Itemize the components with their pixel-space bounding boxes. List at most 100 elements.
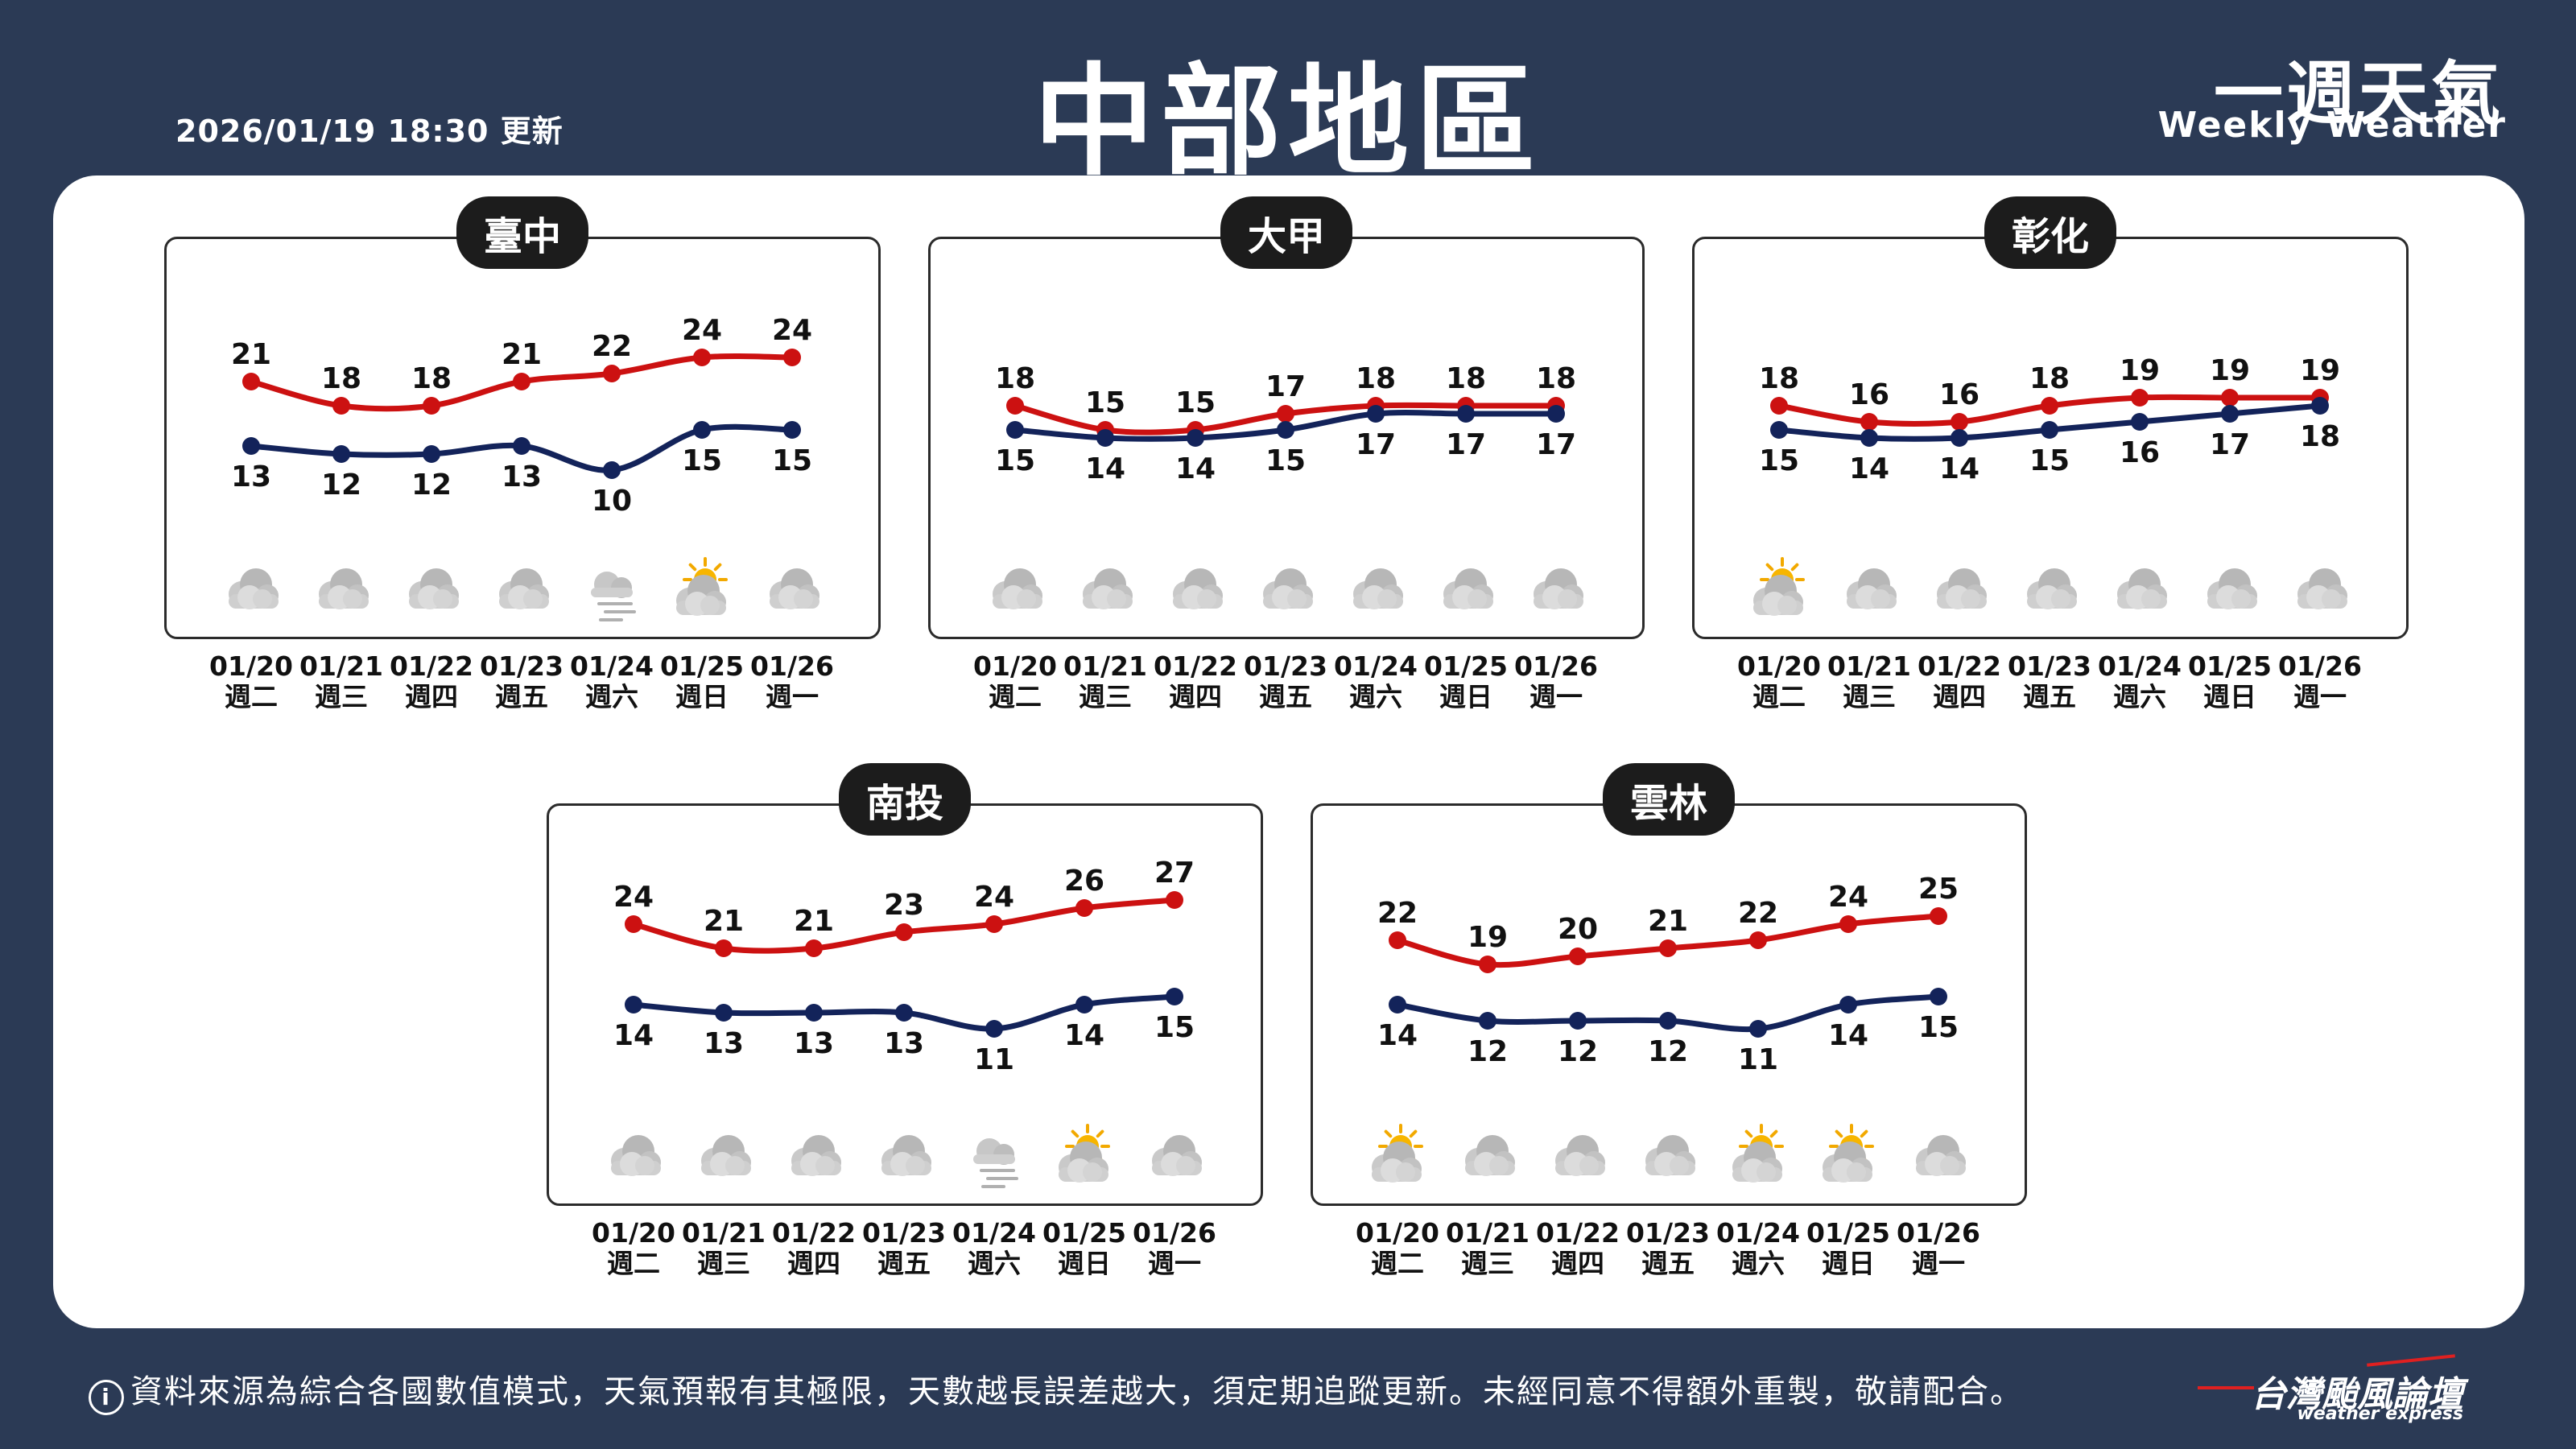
partly-sunny-icon [1059, 1124, 1110, 1183]
high-temp-point [1770, 397, 1788, 415]
cloudy-icon [993, 568, 1042, 609]
high-temp-point [895, 923, 913, 941]
update-time: 2026/01/19 18:30 更新 [175, 114, 564, 149]
day-label: 01/24 週六 [1331, 651, 1421, 712]
high-temp-label: 18 [1356, 362, 1396, 395]
high-temp-point [603, 365, 621, 382]
high-temp-point [985, 915, 1003, 933]
day-label: 01/25 週日 [1421, 651, 1511, 712]
low-temp-point [1839, 996, 1857, 1013]
low-temp-label: 12 [321, 469, 361, 502]
low-temp-label: 17 [1446, 428, 1486, 461]
low-temp-label: 15 [2029, 444, 2070, 477]
day-date: 01/26 [750, 650, 834, 682]
low-temp-label: 11 [974, 1043, 1014, 1076]
partly-sunny-icon [1823, 1124, 1874, 1183]
low-temp-point [895, 1004, 913, 1022]
cloudy-icon [1916, 1135, 1966, 1176]
city-panel-1: 大甲 18 15 15 17 18 18 18 15 14 14 15 17 17 17 01/20 週二 01/… [928, 196, 1645, 728]
day-date: 01/26 [1133, 1217, 1216, 1249]
day-weekday: 週一 [2293, 681, 2347, 712]
day-label: 01/22 週四 [1914, 651, 2004, 712]
low-temp-label: 14 [1849, 452, 1889, 485]
low-temp-point [1569, 1012, 1587, 1030]
day-date: 01/23 [862, 1217, 946, 1249]
high-temp-label: 18 [995, 362, 1035, 395]
cloudy-icon [1443, 568, 1493, 609]
day-weekday: 週四 [1933, 681, 1986, 712]
low-temp-point [1367, 405, 1385, 423]
high-temp-label: 21 [502, 338, 542, 371]
day-weekday: 週日 [2203, 681, 2256, 712]
city-chart-box: 24 21 21 23 24 26 27 14 13 13 13 11 14 15 [547, 803, 1263, 1206]
high-temp-point [513, 373, 530, 390]
day-date: 01/25 [2188, 650, 2272, 682]
high-temp-label: 22 [592, 330, 632, 363]
day-label: 01/24 週六 [2095, 651, 2185, 712]
low-temp-label: 15 [1265, 444, 1306, 477]
cloud-shape [1753, 575, 1803, 616]
day-weekday: 週二 [607, 1248, 660, 1279]
day-label: 01/23 週五 [859, 1218, 949, 1279]
day-label: 01/22 週四 [386, 651, 477, 712]
day-date: 01/25 [1806, 1217, 1890, 1249]
low-temp-point [1006, 421, 1024, 439]
day-label: 01/26 週一 [747, 651, 837, 712]
high-temp-label: 21 [794, 905, 834, 938]
day-date: 01/26 [2278, 650, 2362, 682]
city-name: 雲林 [1602, 763, 1736, 836]
day-date: 01/22 [1154, 650, 1237, 682]
day-label: 01/26 週一 [1511, 651, 1601, 712]
high-temp-point [1569, 947, 1587, 965]
day-weekday: 週五 [1641, 1248, 1695, 1279]
day-date: 01/21 [299, 650, 383, 682]
day-weekday: 週三 [315, 681, 368, 712]
high-temp-label: 27 [1154, 857, 1195, 890]
cloudy-icon [611, 1135, 661, 1176]
temperature-chart: 18 16 16 18 19 19 19 15 14 14 15 16 17 18 [1753, 354, 2347, 616]
day-weekday: 週三 [1079, 681, 1132, 712]
high-temp-point [1749, 931, 1767, 949]
partly-sunny-icon [1732, 1124, 1784, 1183]
day-date: 01/23 [480, 650, 564, 682]
cloudy-icon [1534, 568, 1583, 609]
high-temp-label: 22 [1738, 897, 1778, 930]
cloudy-icon [881, 1135, 931, 1176]
day-weekday: 週一 [766, 681, 819, 712]
city-chart-box: 21 18 18 21 22 24 24 13 12 12 13 10 15 15 [164, 237, 881, 639]
day-weekday: 週日 [1439, 681, 1492, 712]
high-temp-label: 18 [2029, 362, 2070, 395]
temperature-chart: 18 15 15 17 18 18 18 15 14 14 15 17 17 17 [993, 362, 1583, 609]
cloudy-icon [1555, 1135, 1605, 1176]
low-temp-label: 13 [502, 460, 542, 493]
day-date: 01/20 [592, 1217, 675, 1249]
low-temp-label: 15 [1759, 444, 1799, 477]
high-temp-point [2221, 389, 2239, 407]
footer-disclaimer: 資料來源為綜合各國數值模式，天氣預報有其極限，天數越長誤差越大，須定期追蹤更新。… [130, 1373, 2024, 1410]
low-temp-label: 15 [772, 444, 812, 477]
low-temp-label: 14 [613, 1019, 654, 1052]
day-label: 01/22 週四 [1533, 1218, 1623, 1279]
day-weekday: 週日 [1822, 1248, 1875, 1279]
low-temp-label: 14 [1939, 452, 1979, 485]
day-date: 01/22 [390, 650, 473, 682]
low-temp-label: 13 [704, 1027, 744, 1060]
city-panel-3: 南投 24 21 21 23 24 26 27 14 13 13 13 11 14 15 01/20 週二 01/… [547, 763, 1263, 1294]
day-weekday: 週三 [1843, 681, 1896, 712]
day-label: 01/22 週四 [1150, 651, 1241, 712]
low-temp-label: 16 [2120, 436, 2160, 469]
day-label: 01/22 週四 [769, 1218, 859, 1279]
high-temp-point [1951, 413, 1968, 431]
day-label: 01/23 週五 [1623, 1218, 1713, 1279]
low-temp-point [423, 445, 440, 463]
day-date: 01/25 [1424, 650, 1508, 682]
low-temp-label: 14 [1175, 452, 1216, 485]
cloudy-icon [2117, 568, 2167, 609]
low-temp-label: 14 [1064, 1019, 1104, 1052]
partly-sunny-icon [676, 557, 728, 616]
high-temp-point [1930, 907, 1947, 925]
high-temp-point [805, 939, 823, 957]
day-date: 01/21 [1446, 1217, 1530, 1249]
day-label: 01/26 週一 [1893, 1218, 1984, 1279]
day-weekday: 週四 [405, 681, 458, 712]
